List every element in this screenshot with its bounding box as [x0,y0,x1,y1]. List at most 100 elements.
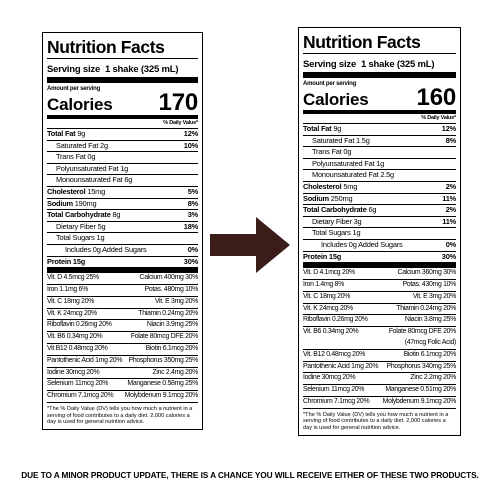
vitamin-right: Potas. 480mg 10% [144,285,199,293]
vitamin-row: Pantothenic Acid 1mg 20% Phosphorus 350mg… [47,356,198,368]
nutrient: Protein 15g [303,252,341,263]
calories-label: Calories [47,95,113,114]
vitamin-left: Vit. B12 0.48mcg 20% [303,350,366,358]
nutrient-dv: 10% [183,140,198,150]
nutrient-amount: 1g [120,163,129,173]
vitamin-right: Manganese 0.51mg 20% [385,386,456,394]
label-title: Nutrition Facts [47,36,198,59]
nutrient-amount: 2g [100,140,108,150]
daily-value-header: % Daily Value* [303,114,456,124]
nutrient-name: Dietary Fiber [56,221,96,231]
vitamin-right: Niacin 3.8mg 25% [404,316,456,324]
nutrient-dv: 12% [441,124,456,133]
nutrient: Trans Fat 0g [56,152,95,163]
vitamin-left: Vit. D 4.5mcg 25% [47,274,99,282]
vitamin-left: Vit. B6 0.34mg 20% [303,328,359,336]
calories: Calories 160 [303,86,456,114]
nutrient-name: Sodium [47,198,73,208]
nutrient-name: Trans Fat [56,152,86,162]
vitamin-left: Vit. C 18mg 20% [47,297,95,305]
vitamin-right: Manganese 0.58mg 25% [127,380,198,388]
nutrient-name: Dietary Fiber [312,216,352,226]
nutrition-label: Nutrition Facts Serving size 1 shake (325… [298,27,461,437]
nutrient-name: Monounsaturated Fat [56,175,123,185]
nutrient-amount: 0g [343,147,352,157]
nutrient-amount: 3g [353,216,362,226]
vitamin-row: Iron 1.1mg 6% Potas. 480mg 10% [47,285,198,297]
nutrient-row: Cholesterol 15mg 5% [47,187,198,199]
nutrient-amount: 9g [77,129,86,138]
vitamin-row: Pantothenic Acid 1mg 20% Phosphorus 340mg… [303,362,456,374]
vitamin-left: Iodine 30mcg 20% [303,374,356,382]
vitamin-right: Vit. E 3mg 20% [154,297,198,305]
vitamin-right: Phosphorus 350mg 25% [128,356,199,364]
nutrient-name: Includes [321,239,347,249]
nutrient-dv: 5% [187,186,199,196]
vitamin-left: Selenium 11mcg 20% [303,386,365,394]
vitamin-row: Vit. D 4.5mcg 25% Calcium 400mg 30% [47,273,198,285]
nutrient: Protein 15g [47,257,85,268]
nutrient-row: Trans Fat 0g [303,147,456,159]
vitamin-row: Vit B12 0.48mcg 20% Biotin 6.1mcg 20% [47,344,198,356]
nutrient-name: Protein [303,251,328,261]
nutrient: Polyunsaturated Fat 1g [56,164,128,175]
vitamin-left: Vit. B6 0.34mg 20% [47,333,103,341]
nutrient-row: Trans Fat 0g [47,152,198,164]
label-title: Nutrition Facts [303,31,456,54]
nutrient-dv: 8% [187,198,199,208]
vitamin-left: Vit. K 24mcg 20% [303,304,353,312]
nutrient-name: Total Fat [303,124,332,133]
vitamin-row: Iron 1.4mg 8% Potas. 430mg 10% [303,280,456,292]
serving-size: Serving size 1 shake (325 mL) [303,54,456,78]
vitamin-right: Niacin 3.9mg 25% [146,321,198,329]
vitamin-row: Vit. K 24mcg 20% Thiamin 0.24mg 20% [47,309,198,321]
nutrient-dv: 2% [445,205,457,215]
vitamin-row: Vit. K 24mcg 20% Thiamin 0.24mg 20% [303,304,456,316]
calories: Calories 170 [47,89,199,119]
nutrient-amount: 1g [352,228,361,238]
nutrient-row: Protein 15g 30% [303,252,456,269]
nutrient-amount: 1g [376,158,385,168]
nutrient-amount: 0g [87,152,96,162]
vitamin-row: Iodine 30mcg 20% Zinc 2.2mg 20% [303,373,456,386]
nutrient-amount: 2.5g [380,170,394,180]
nutrition-label: Nutrition Facts Serving size 1 shake (325… [42,32,203,431]
nutrient-row: Total Carbohydrate 8g 3% [47,210,198,222]
vitamin-left: Selenium 11mcg 20% [47,380,109,388]
vitamin-left: Chromium 7.1mcg 20% [47,392,114,400]
nutrient-row: Includes 0g Added Sugars 0% [47,245,198,257]
nutrient-amount: 1g [96,233,105,243]
nutrient: Sodium 250mg [303,193,353,205]
vitamin-right: Zinc 2.4mg 20% [152,368,198,376]
vitamin-right: Zinc 2.2mg 20% [410,374,456,382]
vitamin-left: Chromium 7.1mcg 20% [303,397,370,405]
nutrient-row: Total Carbohydrate 6g 2% [303,205,456,217]
vitamin-left: Riboflavin 0.26mg 20% [47,321,112,329]
nutrient-name: Total Fat [47,129,76,138]
nutrient-amount: 15g [328,251,342,261]
nutrient-name: Total Carbohydrate [303,205,367,215]
calories-value: 170 [158,89,199,116]
vitamin-left: Vit. C 18mg 20% [303,292,351,300]
nutrient-dv: 18% [183,221,198,231]
arrow [210,217,290,273]
nutrient-name: Polyunsaturated Fat [312,158,375,168]
nutrient-amount: 15mg [87,186,106,196]
nutrient-amount: 0g Added Sugars [92,244,147,254]
vitamin-left: Vit B12 0.48mcg 20% [47,344,108,352]
vitamin-row: Vit. D 4.1mcg 20% Calcium 360mg 30% [303,268,456,280]
vitamin-row: Vit. B6 0.34mg 20% Folate 80mcg DFE 20% [47,332,198,344]
serving-value: 1 shake (325 mL) [360,59,435,70]
nutrient-row: Dietary Fiber 5g 18% [47,222,198,234]
nutrient-amount: 250mg [330,193,353,203]
nutrient: Saturated Fat 1.5g [312,136,370,147]
nutrient-amount: 5g [97,221,106,231]
vitamin-right: Calcium 400mg 30% [139,274,199,282]
vitamin-left: Iodine 30mcg 20% [47,368,100,376]
nutrient: Total Sugars 1g [56,233,105,244]
footnote: *The % Daily Value (DV) tells you how mu… [47,401,198,426]
nutrient: Dietary Fiber 3g [312,216,362,228]
nutrient-dv: 30% [441,251,456,261]
nutrient: Total Carbohydrate 6g [303,205,376,216]
